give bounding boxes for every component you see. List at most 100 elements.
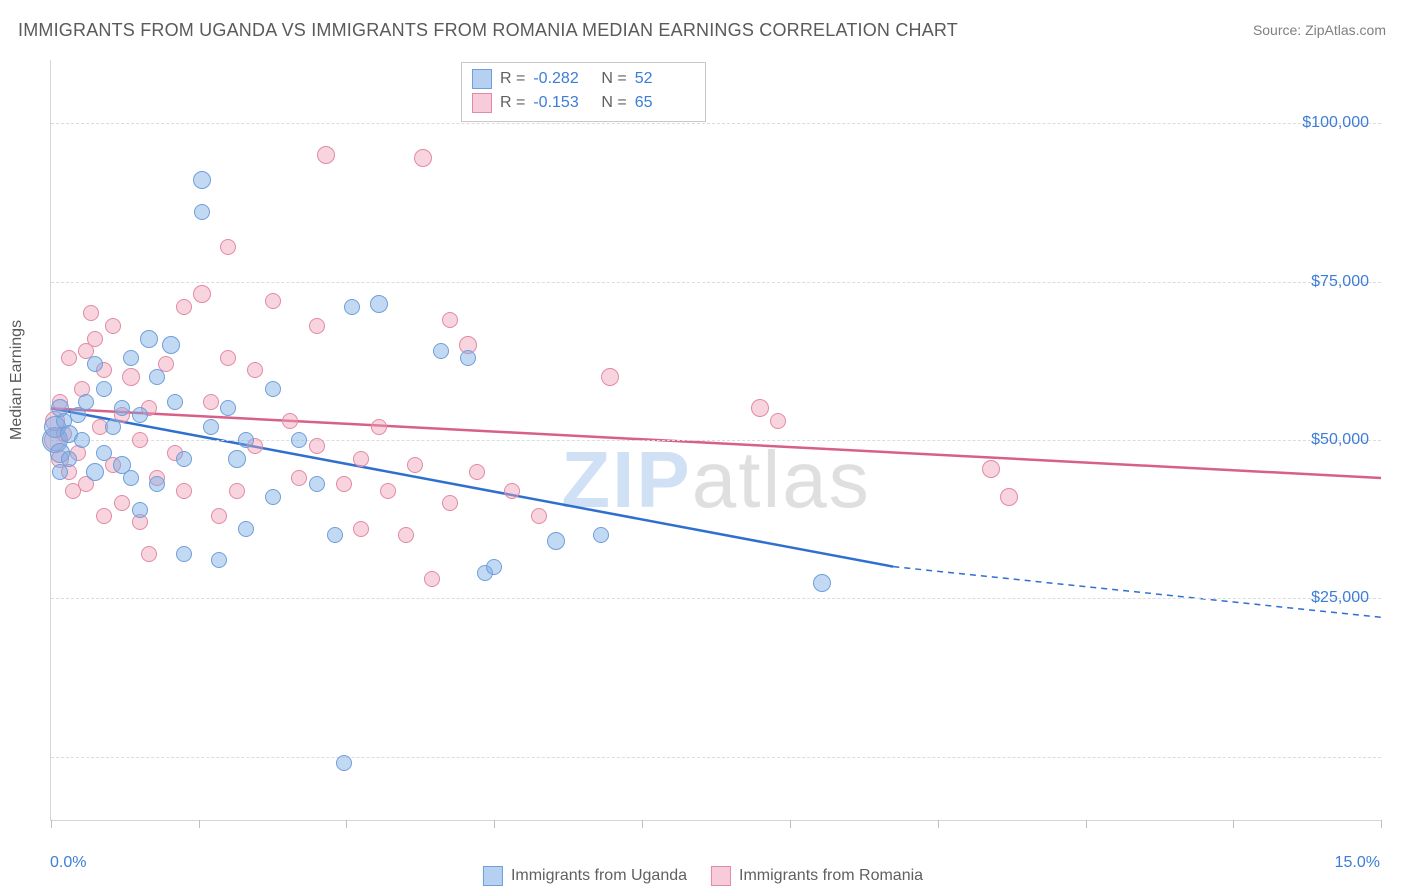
scatter-point-romania — [309, 318, 325, 334]
scatter-point-uganda — [309, 476, 325, 492]
legend-item-romania: Immigrants from Romania — [711, 866, 923, 886]
bottom-legend: Immigrants from Uganda Immigrants from R… — [483, 866, 923, 886]
scatter-point-uganda — [123, 350, 139, 366]
y-tick-label: $25,000 — [1311, 589, 1369, 607]
scatter-point-romania — [87, 331, 103, 347]
y-tick-label: $50,000 — [1311, 431, 1369, 449]
scatter-point-romania — [1000, 488, 1018, 506]
x-tick — [790, 820, 791, 828]
x-tick — [642, 820, 643, 828]
scatter-point-romania — [407, 457, 423, 473]
x-max-label: 15.0% — [1335, 854, 1380, 872]
scatter-point-romania — [96, 508, 112, 524]
scatter-point-romania — [114, 495, 130, 511]
scatter-point-romania — [265, 293, 281, 309]
stats-box: R = -0.282 N = 52 R = -0.153 N = 65 — [461, 62, 706, 122]
scatter-point-romania — [770, 413, 786, 429]
scatter-point-uganda — [460, 350, 476, 366]
scatter-point-uganda — [193, 171, 211, 189]
scatter-point-romania — [211, 508, 227, 524]
y-tick-label: $75,000 — [1311, 273, 1369, 291]
x-tick — [1233, 820, 1234, 828]
n-label: N = — [601, 70, 626, 88]
scatter-point-uganda — [265, 381, 281, 397]
scatter-point-uganda — [176, 451, 192, 467]
x-tick — [1381, 820, 1382, 828]
scatter-point-romania — [353, 521, 369, 537]
scatter-point-uganda — [203, 419, 219, 435]
uganda-r-value: -0.282 — [533, 70, 593, 88]
scatter-point-romania — [220, 239, 236, 255]
gridline — [51, 757, 1381, 758]
scatter-point-uganda — [220, 400, 236, 416]
scatter-point-uganda — [87, 356, 103, 372]
r-label: R = — [500, 94, 525, 112]
gridline — [51, 282, 1381, 283]
scatter-point-romania — [336, 476, 352, 492]
scatter-point-romania — [424, 571, 440, 587]
legend-item-uganda: Immigrants from Uganda — [483, 866, 687, 886]
scatter-point-uganda — [132, 407, 148, 423]
stats-row-romania: R = -0.153 N = 65 — [472, 91, 695, 115]
y-axis-title: Median Earnings — [8, 320, 26, 440]
scatter-point-romania — [380, 483, 396, 499]
x-tick — [938, 820, 939, 828]
scatter-point-uganda — [327, 527, 343, 543]
scatter-point-uganda — [167, 394, 183, 410]
legend-label-romania: Immigrants from Romania — [739, 867, 923, 885]
r-label: R = — [500, 70, 525, 88]
scatter-point-uganda — [486, 559, 502, 575]
romania-r-value: -0.153 — [533, 94, 593, 112]
scatter-point-romania — [504, 483, 520, 499]
scatter-point-romania — [982, 460, 1000, 478]
stats-row-uganda: R = -0.282 N = 52 — [472, 67, 695, 91]
scatter-point-uganda — [132, 502, 148, 518]
scatter-point-romania — [83, 305, 99, 321]
regression-line — [893, 567, 1381, 618]
scatter-point-uganda — [228, 450, 246, 468]
scatter-point-uganda — [86, 463, 104, 481]
scatter-point-uganda — [123, 470, 139, 486]
legend-swatch-romania-icon — [711, 866, 731, 886]
chart-title: IMMIGRANTS FROM UGANDA VS IMMIGRANTS FRO… — [18, 20, 958, 41]
scatter-point-romania — [751, 399, 769, 417]
scatter-point-uganda — [344, 299, 360, 315]
x-tick — [346, 820, 347, 828]
romania-n-value: 65 — [635, 94, 695, 112]
scatter-point-uganda — [96, 381, 112, 397]
scatter-point-romania — [229, 483, 245, 499]
scatter-point-uganda — [593, 527, 609, 543]
gridline — [51, 123, 1381, 124]
scatter-point-uganda — [370, 295, 388, 313]
scatter-point-uganda — [114, 400, 130, 416]
scatter-point-romania — [601, 368, 619, 386]
scatter-point-romania — [105, 318, 121, 334]
scatter-point-romania — [309, 438, 325, 454]
scatter-point-uganda — [149, 476, 165, 492]
scatter-point-uganda — [78, 394, 94, 410]
scatter-point-romania — [442, 312, 458, 328]
scatter-point-romania — [141, 546, 157, 562]
scatter-point-romania — [220, 350, 236, 366]
scatter-point-romania — [132, 432, 148, 448]
scatter-point-uganda — [211, 552, 227, 568]
uganda-n-value: 52 — [635, 70, 695, 88]
scatter-point-romania — [122, 368, 140, 386]
scatter-point-uganda — [105, 419, 121, 435]
scatter-point-uganda — [162, 336, 180, 354]
legend-label-uganda: Immigrants from Uganda — [511, 867, 687, 885]
scatter-point-uganda — [74, 432, 90, 448]
scatter-point-romania — [353, 451, 369, 467]
chart-container: IMMIGRANTS FROM UGANDA VS IMMIGRANTS FRO… — [0, 0, 1406, 892]
scatter-point-romania — [398, 527, 414, 543]
scatter-point-romania — [247, 362, 263, 378]
scatter-point-uganda — [336, 755, 352, 771]
x-tick — [1086, 820, 1087, 828]
scatter-point-uganda — [547, 532, 565, 550]
scatter-point-uganda — [61, 451, 77, 467]
plot-area: ZIPatlas R = -0.282 N = 52 R = -0.153 N … — [50, 60, 1381, 821]
scatter-point-uganda — [194, 204, 210, 220]
n-label: N = — [601, 94, 626, 112]
scatter-point-romania — [414, 149, 432, 167]
scatter-point-romania — [176, 299, 192, 315]
